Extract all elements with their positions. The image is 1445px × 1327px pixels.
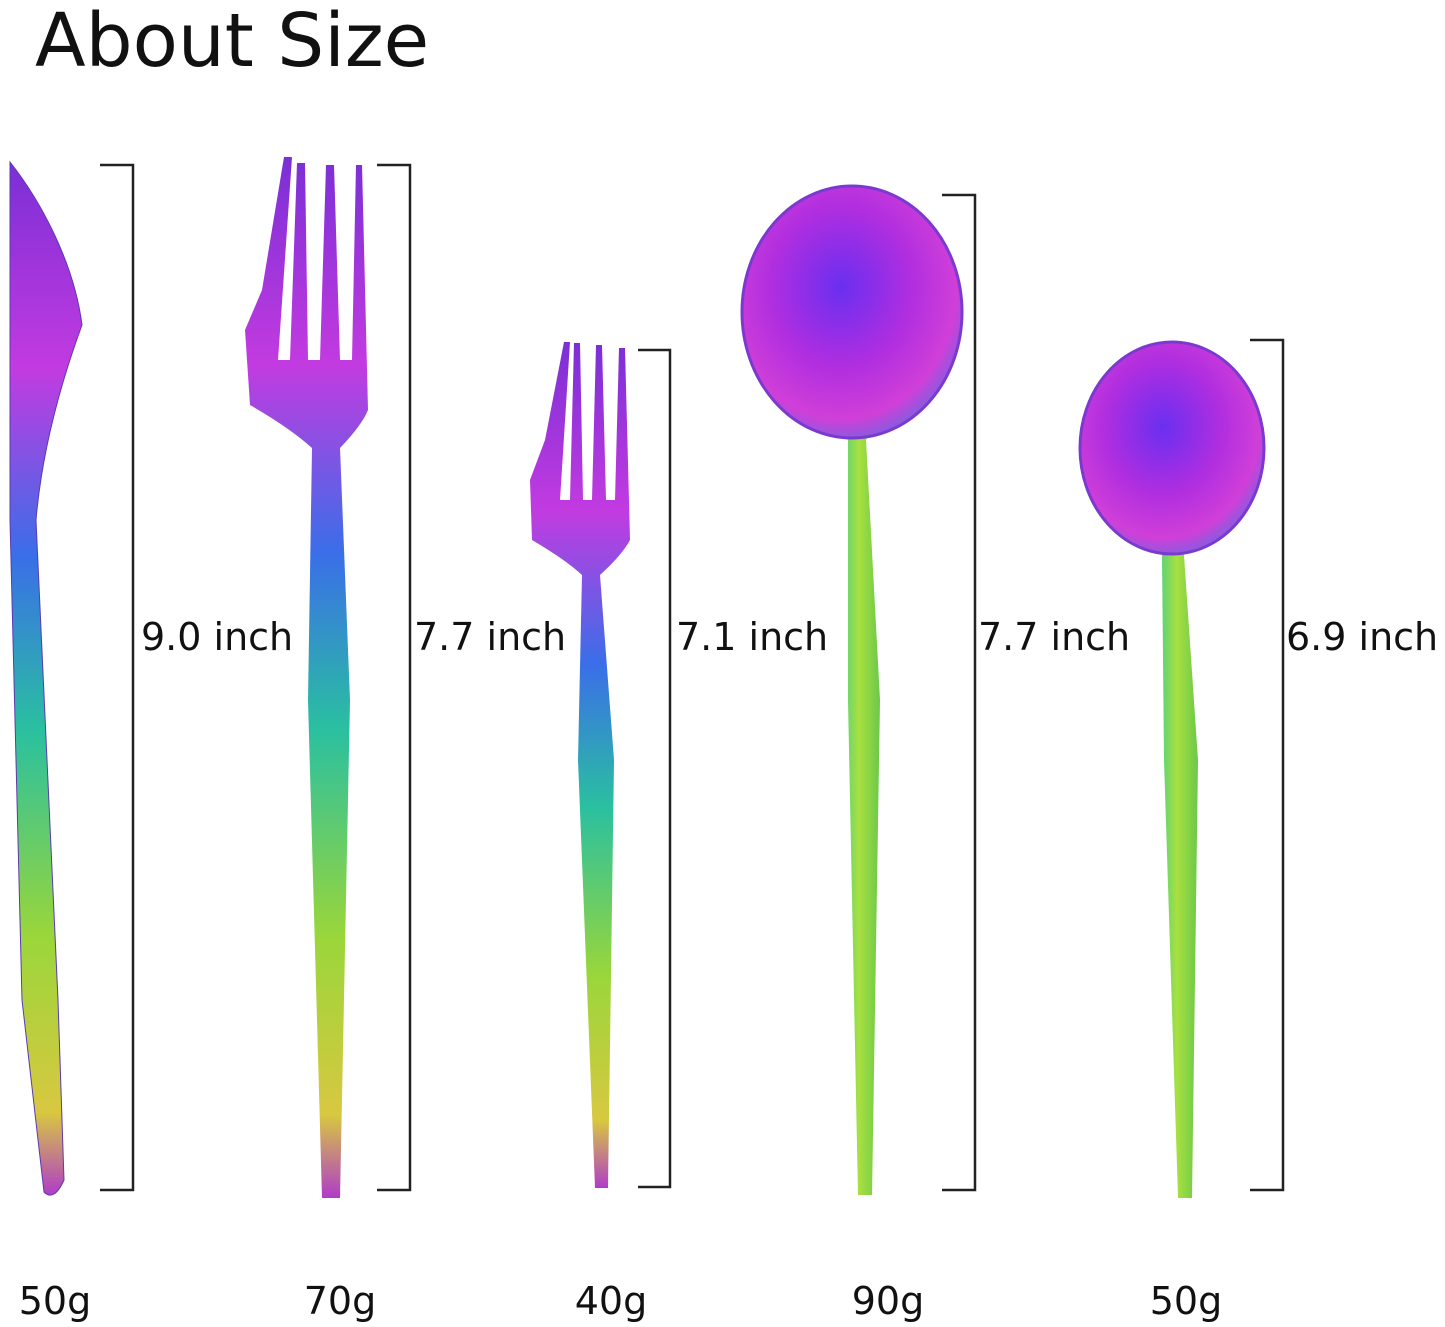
length-label: 7.7 inch — [978, 615, 1130, 659]
weight-label: 50g — [1150, 1279, 1222, 1323]
weight-label: 90g — [852, 1279, 924, 1323]
length-label: 9.0 inch — [141, 615, 293, 659]
length-label: 7.7 inch — [414, 615, 566, 659]
length-label: 7.1 inch — [676, 615, 828, 659]
fork — [245, 157, 368, 1198]
salad-fork — [530, 342, 630, 1188]
knife — [9, 160, 83, 1196]
spoon — [740, 184, 964, 1195]
weight-label: 70g — [304, 1279, 376, 1323]
bracket — [638, 348, 672, 1189]
weight-label: 50g — [19, 1279, 91, 1323]
bracket — [1250, 338, 1285, 1192]
length-label: 6.9 inch — [1286, 615, 1438, 659]
bracket — [100, 163, 135, 1192]
bracket — [942, 193, 977, 1192]
weight-label: 40g — [575, 1279, 647, 1323]
title: About Size — [35, 0, 429, 84]
bracket — [377, 163, 412, 1192]
teaspoon — [1078, 340, 1266, 1198]
